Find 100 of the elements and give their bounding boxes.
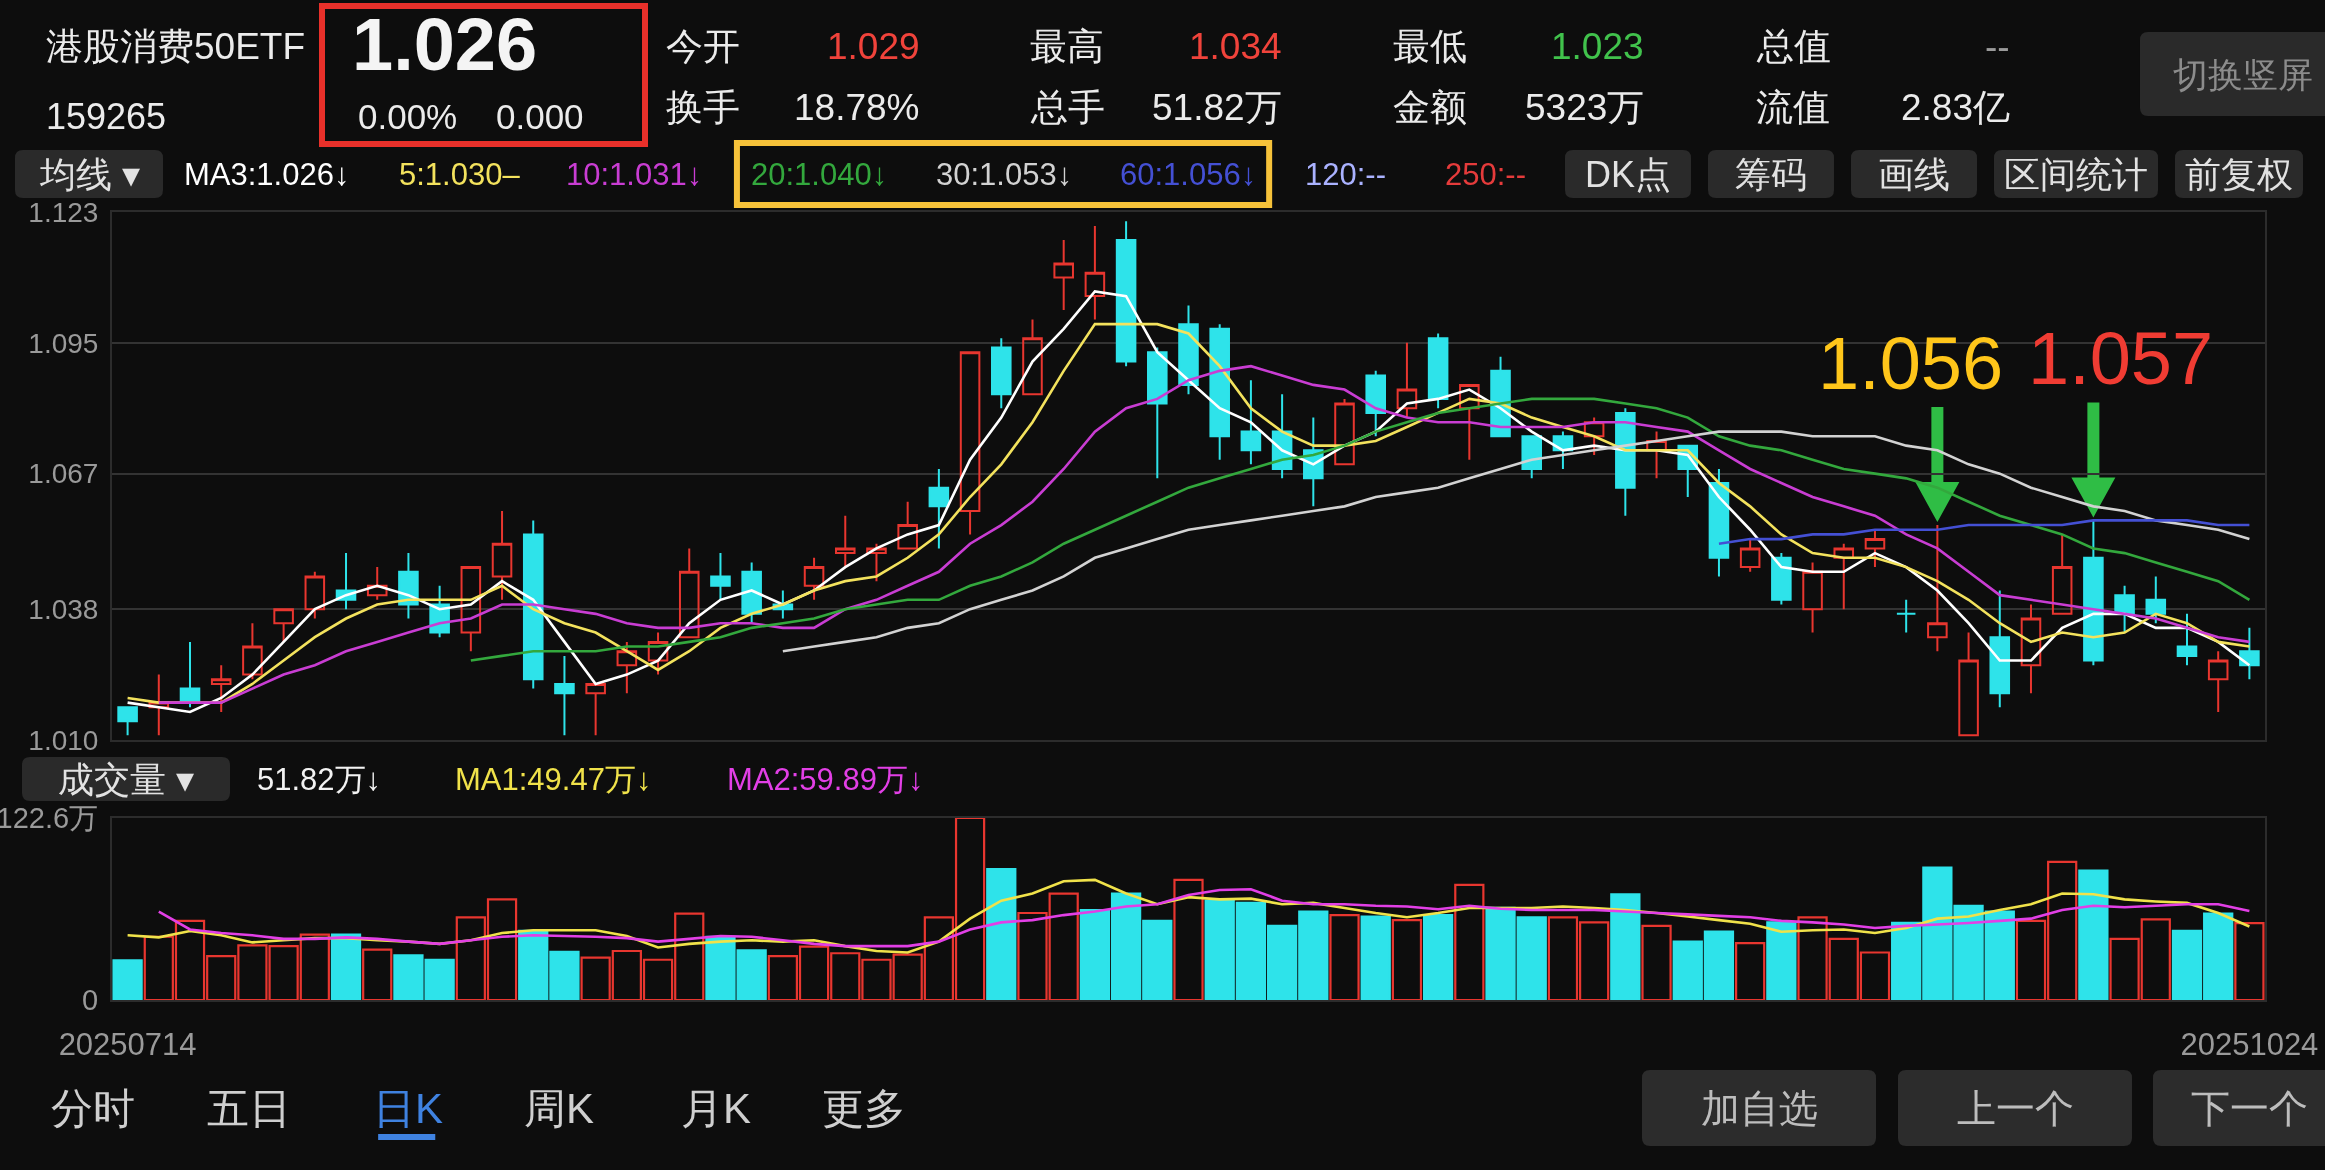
candlestick xyxy=(1427,332,1449,410)
candlestick xyxy=(366,566,388,601)
candlestick xyxy=(1521,435,1543,480)
text: 18.78% xyxy=(794,87,920,128)
candlestick xyxy=(616,640,638,695)
text: 总值 xyxy=(1756,26,1831,67)
candlestick xyxy=(647,631,669,676)
text: 分时 xyxy=(51,1085,135,1132)
candlestick xyxy=(1084,225,1106,321)
candlestick xyxy=(1739,538,1761,573)
text: 0.00% xyxy=(358,97,458,136)
text: 最高 xyxy=(1030,26,1104,67)
text: 20:1.040↓ xyxy=(751,157,888,192)
candlestick xyxy=(2207,650,2229,713)
text: 1.023 xyxy=(1551,26,1644,67)
bar xyxy=(1735,942,1766,1000)
candlestick xyxy=(460,566,482,653)
candlestick xyxy=(1833,542,1855,611)
text: 2.83亿 xyxy=(1901,87,2011,128)
text: 切换竖屏 xyxy=(2173,55,2313,94)
text: 51.82万↓ xyxy=(257,762,382,797)
candlestick xyxy=(491,510,513,601)
text: 1.056 xyxy=(1818,322,2004,405)
line-series xyxy=(1717,519,2251,546)
line-series xyxy=(469,397,2251,662)
candlestick xyxy=(304,570,326,620)
bar xyxy=(1610,893,1641,1000)
text: 30:1.053↓ xyxy=(936,157,1073,192)
candlestick xyxy=(1958,631,1979,737)
y-tick-label: 1.123 xyxy=(28,196,99,228)
text: 金额 xyxy=(1393,87,1467,128)
candlestick xyxy=(2176,612,2198,667)
candlestick xyxy=(273,608,294,643)
candlestick xyxy=(834,514,856,569)
candlestick xyxy=(2020,603,2042,695)
text: 画线 xyxy=(1878,154,1950,195)
text: 更多 xyxy=(822,1085,906,1132)
text: 51.82万 xyxy=(1152,87,1282,128)
candlestick xyxy=(1864,528,1886,569)
candlestick xyxy=(897,500,918,550)
candlestick xyxy=(1053,239,1074,312)
bar xyxy=(2078,869,2109,1000)
x-tick-label: 20250714 xyxy=(58,1027,197,1063)
candlestick xyxy=(1365,369,1386,438)
candlestick xyxy=(179,640,201,709)
text: 上一个 xyxy=(1957,1087,2074,1130)
text: 成交量 ▾ xyxy=(58,759,195,800)
candlestick xyxy=(1771,552,1792,606)
bar xyxy=(1641,924,1672,1000)
candlestick xyxy=(928,467,950,550)
candlestick xyxy=(117,706,138,737)
candlestick xyxy=(2145,575,2167,625)
text: 5323万 xyxy=(1525,87,1645,128)
candlestick xyxy=(1022,318,1043,396)
candlestick xyxy=(866,542,887,583)
y-tick-label: 1.010 xyxy=(28,724,99,756)
candlestick xyxy=(1115,220,1137,368)
text: MA3:1.026↓ xyxy=(184,157,350,192)
line-series xyxy=(781,430,2251,653)
bar xyxy=(1329,913,1360,1000)
candlestick xyxy=(2239,626,2260,681)
y-tick-label: 1.095 xyxy=(28,327,99,359)
text: 筹码 xyxy=(1735,154,1807,195)
bar xyxy=(1360,915,1391,1000)
text: 1.026 xyxy=(352,3,538,86)
candlestick xyxy=(554,654,575,737)
bar xyxy=(1422,913,1454,1000)
candlestick xyxy=(678,547,700,639)
legend-label: 120:-- xyxy=(1305,157,1386,192)
text: 1.034 xyxy=(1189,26,1282,67)
text: 区间统计 xyxy=(2004,154,2148,195)
bar xyxy=(986,867,1017,1000)
y-tick-label: 0 xyxy=(82,984,99,1017)
candlestick xyxy=(1334,397,1355,466)
line-series xyxy=(157,887,2251,948)
bar xyxy=(330,933,362,1000)
candlestick xyxy=(1927,524,1948,653)
bar xyxy=(112,959,143,1000)
candlestick xyxy=(803,556,825,601)
text: 159265 xyxy=(46,96,167,137)
text: 流值 xyxy=(1756,87,1830,128)
candlestick xyxy=(585,682,606,737)
text: 0.000 xyxy=(496,97,584,136)
bar xyxy=(1391,919,1423,1000)
bar xyxy=(362,948,393,1000)
text: 换手 xyxy=(666,87,740,128)
text: MA2:59.89万↓ xyxy=(727,762,924,797)
candlestick xyxy=(2114,584,2135,634)
text: 均线 ▾ xyxy=(39,154,141,195)
candlestick xyxy=(1802,561,1823,634)
text: 下一个 xyxy=(2191,1087,2308,1130)
text: 日K xyxy=(373,1085,444,1132)
bar xyxy=(2234,922,2265,1000)
text: 1.057 xyxy=(2028,317,2214,400)
x-tick-label: 20251024 xyxy=(2180,1027,2319,1063)
candlestick xyxy=(1396,341,1418,419)
legend-label: 250:-- xyxy=(1445,157,1526,192)
candlestick xyxy=(2051,533,2073,615)
text: 月K xyxy=(681,1085,752,1132)
candlestick xyxy=(210,664,232,713)
